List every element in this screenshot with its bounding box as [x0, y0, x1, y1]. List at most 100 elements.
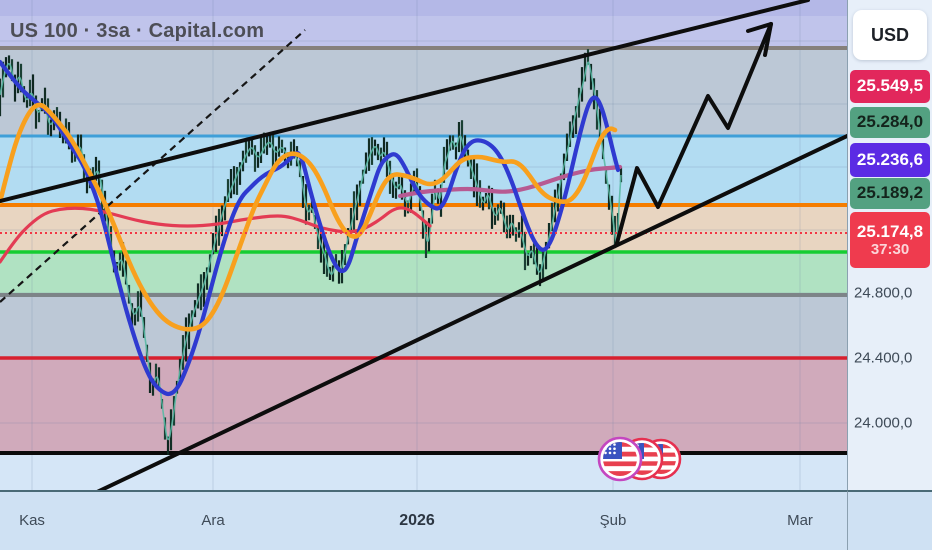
symbol-title[interactable]: US 100 · 3sa · Capital.com: [10, 20, 265, 42]
candle: [94, 156, 98, 181]
candle: [586, 49, 590, 65]
candle: [559, 173, 563, 203]
time-axis[interactable]: Kas Ara 2026 Şub Mar: [0, 490, 847, 550]
candle: [334, 254, 338, 269]
band-mauve: [0, 358, 847, 453]
candle: [250, 138, 254, 155]
candle: [259, 135, 263, 163]
candle: [382, 137, 386, 157]
candle: [409, 183, 413, 213]
green-line-label-2: 25.189,2: [850, 177, 930, 209]
title-strip: [0, 16, 847, 46]
candle: [349, 207, 353, 237]
candle: [292, 139, 296, 159]
trendline-upper-channel[interactable]: [0, 0, 810, 203]
candle: [244, 140, 248, 163]
candle: [493, 207, 497, 225]
trendline-lower-channel[interactable]: [95, 134, 847, 490]
candle: [34, 95, 38, 129]
candle: [400, 173, 404, 200]
candle: [247, 137, 251, 157]
candle: [7, 55, 11, 70]
candle: [106, 204, 110, 238]
high-line-label: 25.549,5: [850, 69, 930, 103]
candle: [76, 134, 80, 155]
candle: [574, 106, 578, 134]
candle: [202, 272, 206, 307]
band-gray-blue-upper: [0, 50, 847, 136]
projection-arrowhead: [746, 22, 773, 33]
candle: [307, 204, 311, 221]
candle: [445, 139, 449, 170]
candle: [544, 241, 548, 270]
candle: [235, 167, 239, 195]
candle: [154, 363, 158, 387]
candle: [481, 196, 485, 211]
candle: [535, 246, 539, 275]
candle: [583, 52, 587, 82]
current-price-label: 25.174,8 37:30: [850, 212, 930, 268]
candle: [31, 74, 35, 111]
candle: [403, 190, 407, 217]
price-axis[interactable]: USD 25.549,5 25.284,0 25.236,6 25.189,2 25.1…: [847, 0, 932, 490]
candle: [439, 184, 443, 217]
time-tick-Mar: Mar: [787, 512, 813, 529]
candle: [211, 233, 215, 255]
price-tick: 24.000,0: [854, 414, 913, 432]
candle: [157, 367, 161, 389]
candle: [598, 108, 602, 140]
candle: [226, 179, 230, 202]
candle: [619, 167, 623, 183]
candle: [394, 181, 398, 199]
time-tick-Kas: Kas: [19, 512, 45, 529]
band-pale-blue-bottom: [0, 453, 847, 490]
candle: [262, 132, 266, 154]
candle: [499, 200, 503, 214]
green-line-label: 25.284,0: [850, 106, 930, 138]
chart-canvas[interactable]: US 100 · 3sa · Capital.com: [0, 0, 847, 490]
ema-teal-line: [0, 61, 622, 441]
candle: [364, 152, 368, 174]
candle: [526, 253, 530, 266]
candle: [166, 436, 170, 455]
candle: [541, 251, 545, 282]
candle: [49, 119, 53, 137]
candle: [130, 303, 134, 326]
ma-purple-label: 25.236,6: [850, 143, 930, 177]
candle: [256, 151, 260, 168]
price-tick: 24.800,0: [854, 284, 913, 302]
time-tick-2026: 2026: [399, 512, 435, 529]
ma-blue-line: [0, 59, 621, 397]
projection-arrow[interactable]: [615, 22, 773, 245]
candle: [121, 242, 125, 277]
candle: [253, 145, 257, 172]
candle: [0, 78, 2, 117]
candle: [133, 308, 137, 326]
time-tick-Ara: Ara: [201, 512, 225, 529]
candle: [13, 74, 17, 102]
candle: [136, 291, 140, 322]
candle: [565, 133, 569, 161]
candle: [220, 205, 224, 237]
candle: [37, 110, 41, 123]
candle: [55, 107, 59, 126]
price-tick: 24.400,0: [854, 349, 913, 367]
candle: [43, 87, 47, 114]
candle: [550, 202, 554, 232]
projection-arrowhead: [763, 22, 773, 57]
candle: [520, 215, 524, 248]
candle: [205, 267, 209, 290]
candle: [124, 260, 128, 285]
currency-button[interactable]: USD: [853, 10, 927, 60]
candle: [568, 121, 572, 147]
ma-magenta-line: [397, 164, 623, 199]
candle: [406, 200, 410, 214]
candle: [391, 173, 395, 198]
band-top-lavender: [0, 0, 847, 46]
trendline-dashed-trend[interactable]: [0, 29, 306, 303]
candle: [25, 94, 29, 108]
candle: [397, 176, 401, 190]
candle: [358, 180, 362, 206]
candle: [538, 264, 542, 287]
